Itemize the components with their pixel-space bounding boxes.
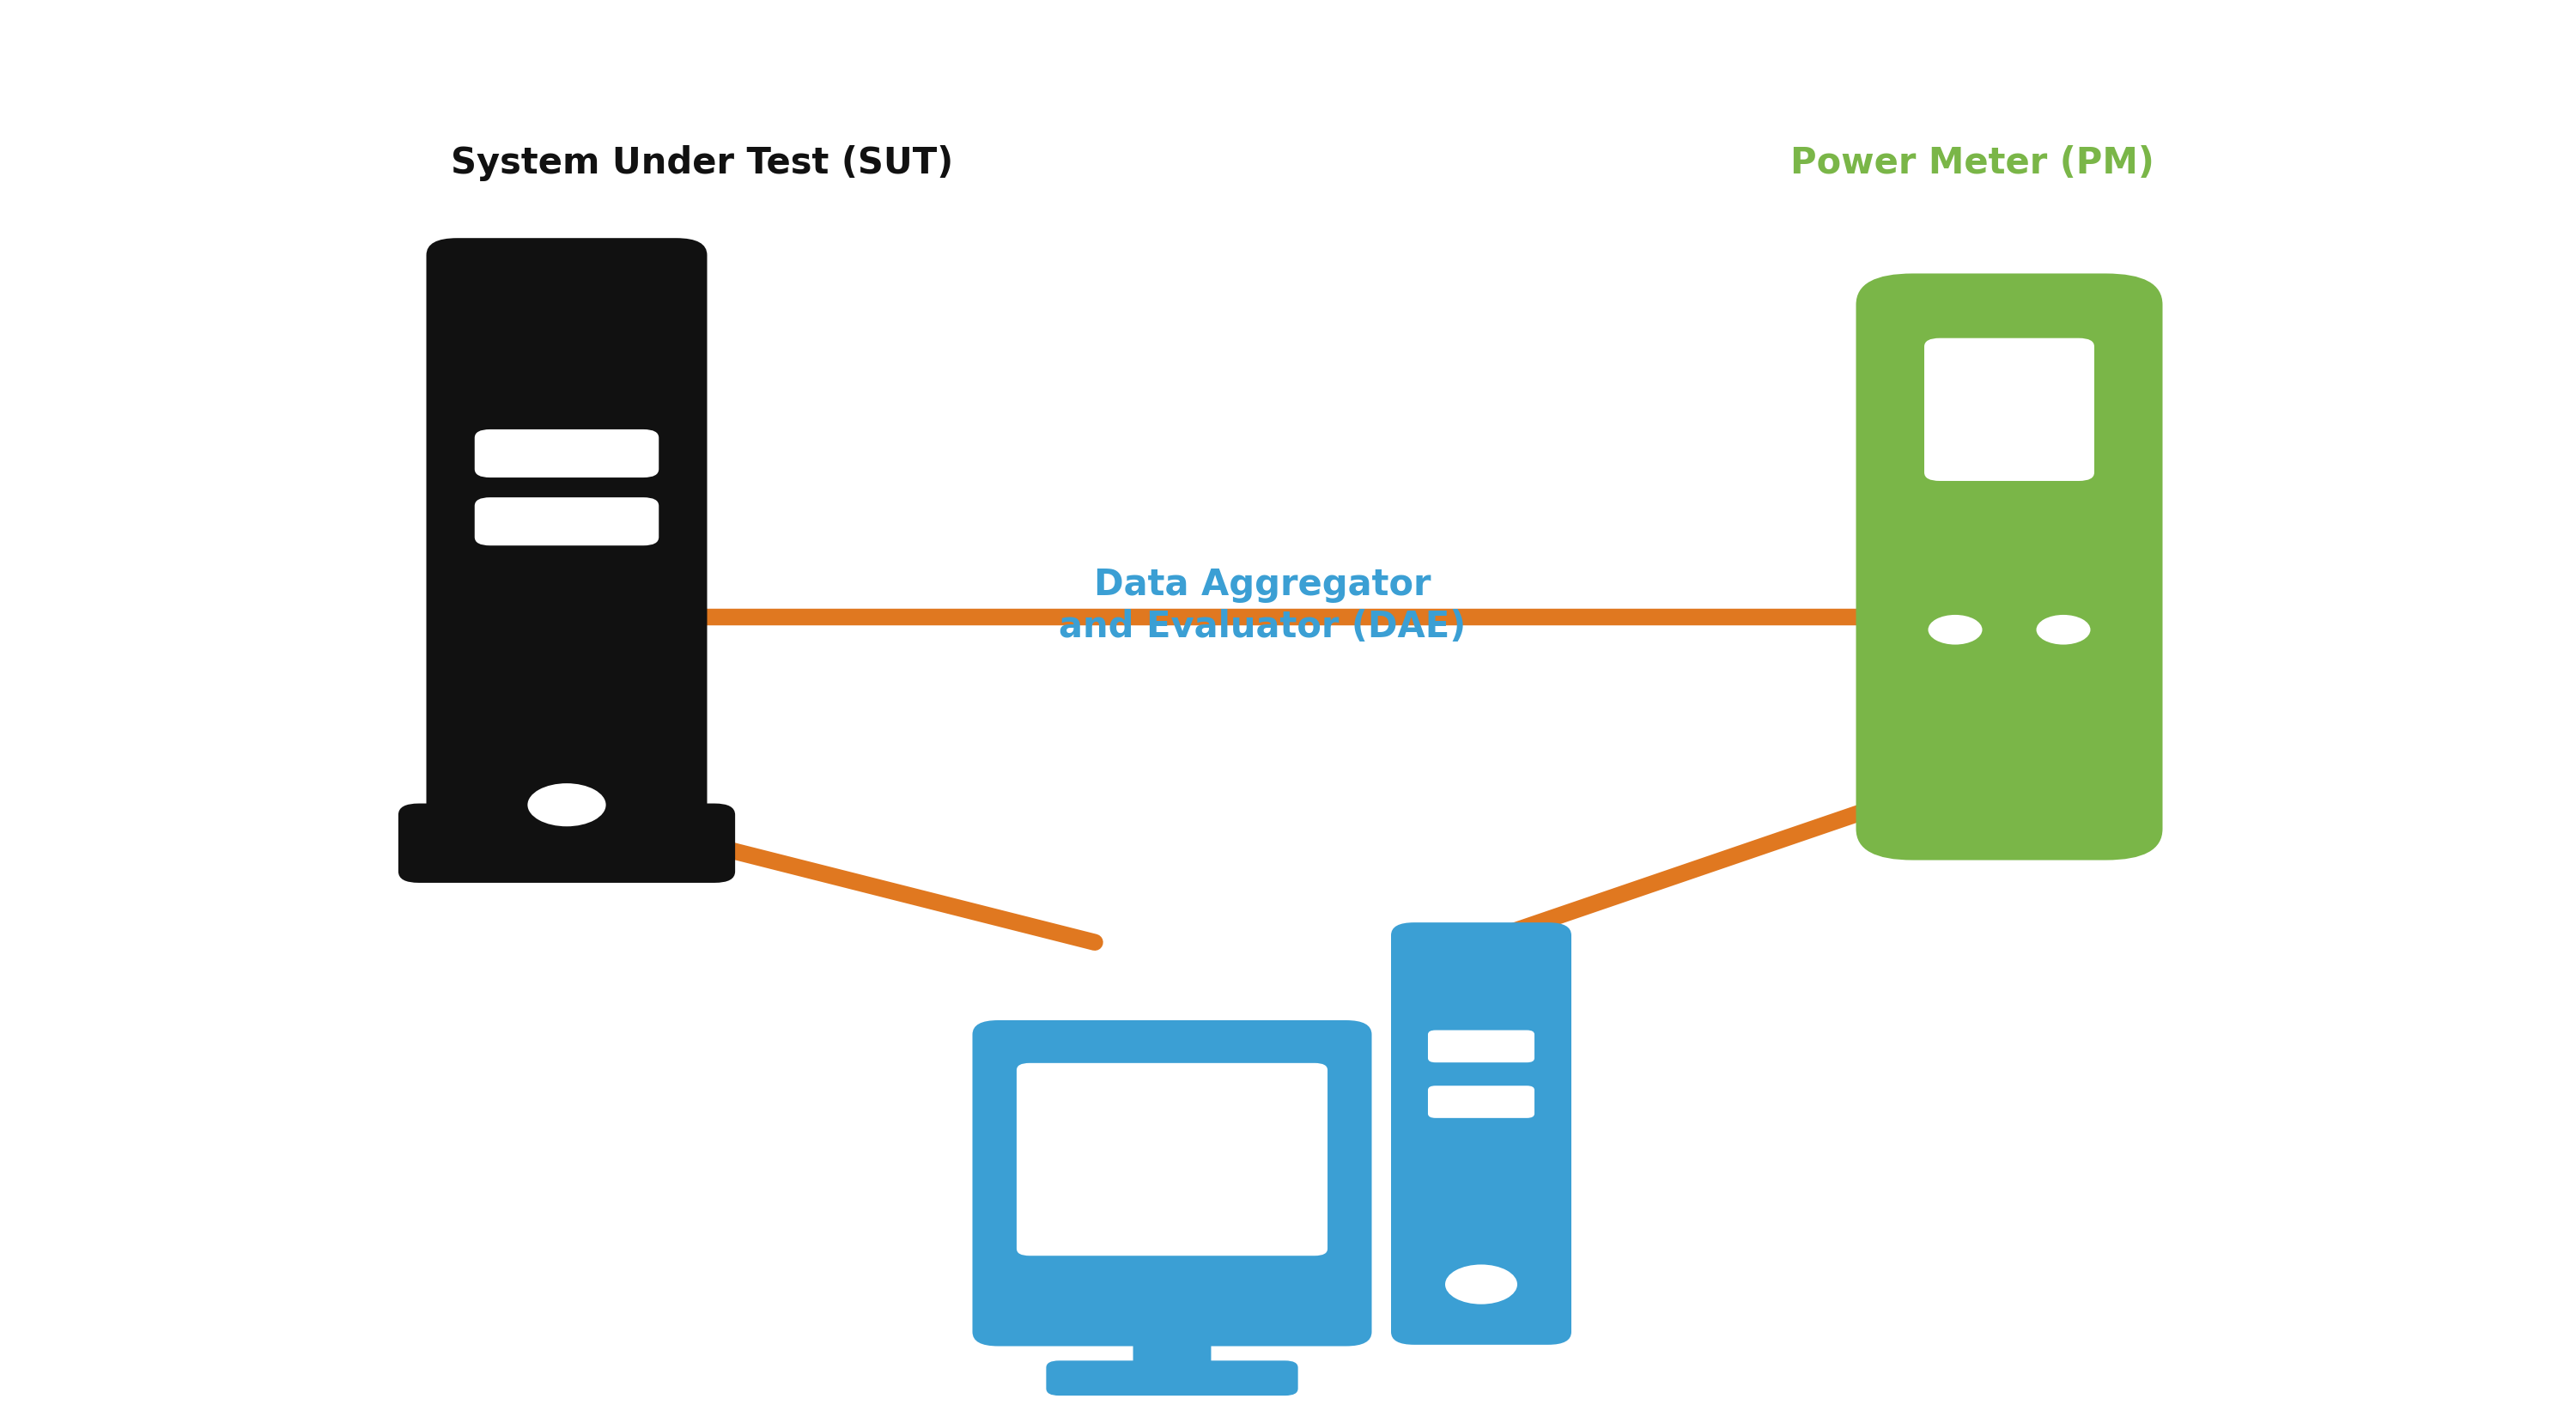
FancyBboxPatch shape bbox=[1427, 1030, 1535, 1063]
Text: Power Meter (PM): Power Meter (PM) bbox=[1790, 145, 2154, 181]
FancyBboxPatch shape bbox=[425, 238, 706, 839]
Circle shape bbox=[1445, 1264, 1517, 1304]
FancyBboxPatch shape bbox=[1924, 339, 2094, 480]
Circle shape bbox=[2035, 615, 2092, 645]
FancyBboxPatch shape bbox=[1046, 1360, 1298, 1396]
FancyBboxPatch shape bbox=[974, 1020, 1370, 1346]
FancyBboxPatch shape bbox=[1391, 922, 1571, 1345]
FancyBboxPatch shape bbox=[1133, 1328, 1211, 1372]
FancyBboxPatch shape bbox=[1855, 273, 2164, 860]
Circle shape bbox=[1927, 615, 1984, 645]
FancyBboxPatch shape bbox=[1427, 1085, 1535, 1118]
FancyBboxPatch shape bbox=[399, 803, 734, 883]
FancyBboxPatch shape bbox=[474, 497, 659, 546]
FancyBboxPatch shape bbox=[474, 429, 659, 478]
Text: System Under Test (SUT): System Under Test (SUT) bbox=[451, 145, 953, 181]
Text: Data Aggregator
and Evaluator (DAE): Data Aggregator and Evaluator (DAE) bbox=[1059, 567, 1466, 645]
Circle shape bbox=[528, 784, 605, 826]
FancyBboxPatch shape bbox=[1018, 1063, 1327, 1255]
